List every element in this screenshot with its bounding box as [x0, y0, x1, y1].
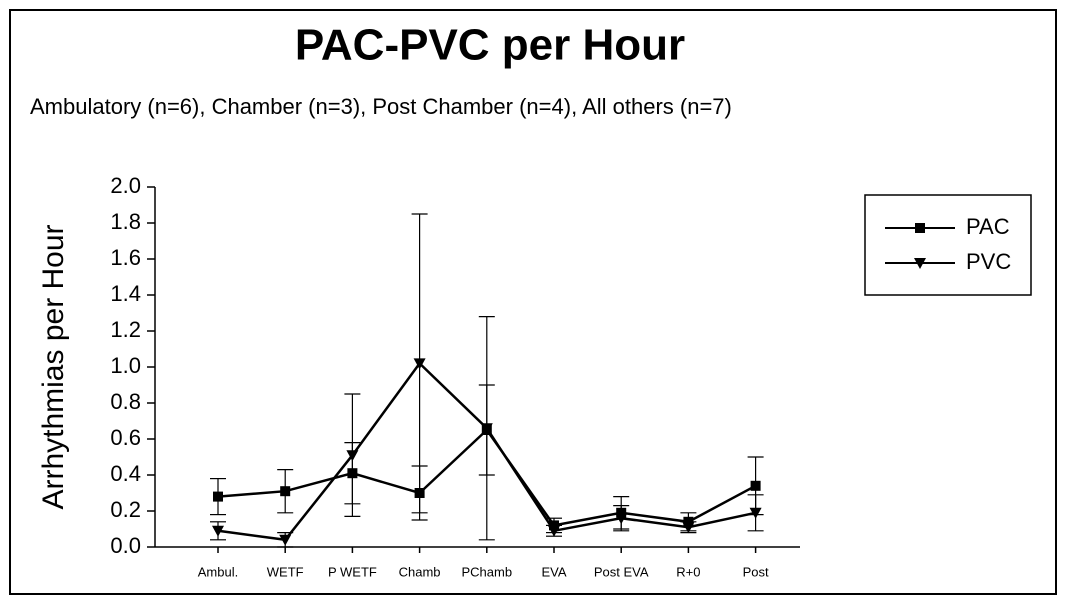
y-tick-label: 2.0 [110, 173, 141, 198]
x-tick-label: Chamb [399, 564, 441, 579]
y-tick-label: 1.4 [110, 281, 141, 306]
x-tick-label: Ambul. [198, 564, 238, 579]
y-tick-label: 0.4 [110, 461, 141, 486]
marker [346, 450, 359, 462]
y-tick-label: 0.8 [110, 389, 141, 414]
marker [548, 525, 560, 537]
y-tick-label: 1.2 [110, 317, 141, 342]
legend-box [864, 194, 1032, 296]
x-tick-label: Post EVA [594, 564, 649, 579]
marker [750, 480, 761, 491]
marker [682, 522, 695, 534]
y-tick-label: 1.6 [110, 245, 141, 270]
y-axis-label: Arrhythmias per Hour [37, 224, 70, 509]
marker [413, 358, 426, 370]
y-tick-label: 1.0 [110, 353, 141, 378]
x-tick-label: Post [743, 564, 769, 579]
y-tick-label: 0.0 [110, 533, 141, 558]
marker [915, 223, 925, 233]
x-tick-label: WETF [267, 564, 304, 579]
marker [213, 491, 223, 502]
marker [280, 486, 291, 497]
y-tick-label: 0.6 [110, 425, 141, 450]
marker [279, 534, 292, 546]
marker [615, 513, 628, 525]
marker [749, 507, 762, 519]
y-tick-label: 1.8 [110, 209, 141, 234]
marker [914, 258, 926, 269]
marker [212, 525, 224, 537]
marker [480, 423, 493, 435]
y-tick-label: 0.2 [110, 497, 141, 522]
chart-title: PAC-PVC per Hour [295, 21, 685, 70]
chart-frame [9, 9, 1057, 595]
x-tick-label: P WETF [328, 564, 377, 579]
legend-label: PVC [966, 249, 1011, 274]
x-tick-label: EVA [541, 564, 566, 579]
x-tick-label: R+0 [676, 564, 700, 579]
x-tick-label: PChamb [462, 564, 513, 579]
chart-subtitle: Ambulatory (n=6), Chamber (n=3), Post Ch… [30, 94, 732, 119]
legend-label: PAC [966, 214, 1010, 239]
